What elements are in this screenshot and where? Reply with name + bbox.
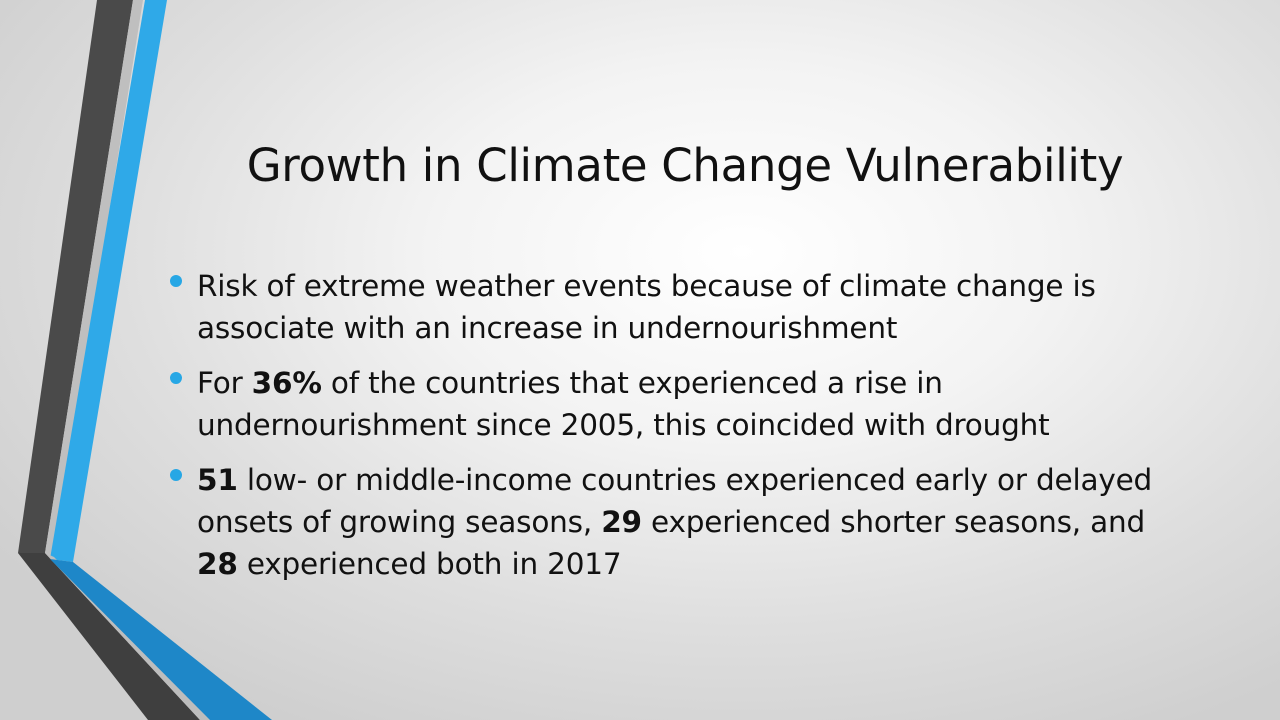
bullet-item: 51 low- or middle-income countries exper…	[170, 459, 1210, 585]
bullet-text-line: 51 low- or middle-income countries exper…	[197, 459, 1210, 501]
blue-stripe-lower	[50, 559, 272, 720]
bullet-text-line: Risk of extreme weather events because o…	[197, 269, 1096, 303]
bullet-text: onsets of growing seasons,	[197, 505, 602, 539]
bullet-text: of the countries that experienced a rise…	[321, 366, 943, 400]
dark-stripe-lower	[18, 553, 200, 720]
bullet-highlight-value: 28	[197, 547, 238, 581]
bullet-item: For 36% of the countries that experience…	[170, 362, 1210, 446]
bullet-text-line: undernourishment since 2005, this coinci…	[197, 408, 1050, 442]
bullet-highlight-value: 51	[197, 463, 238, 497]
bullet-text: low- or middle-income countries experien…	[237, 463, 1153, 497]
bullet-highlight-value: 36%	[251, 366, 322, 400]
bullet-highlight-value: 29	[601, 505, 642, 539]
bullet-text-line: associate with an increase in undernouri…	[197, 311, 898, 345]
bullet-text: experienced shorter seasons, and	[641, 505, 1146, 539]
bullet-text-line: 28 experienced both in 2017	[197, 543, 1210, 585]
bullet-text: For	[197, 366, 252, 400]
bullet-text-line: For 36% of the countries that experience…	[197, 362, 1210, 404]
bullet-text: experienced both in 2017	[237, 547, 622, 581]
bullet-dot-icon	[170, 372, 182, 384]
bullet-item: Risk of extreme weather events because o…	[170, 265, 1210, 349]
blue-stripe-upper	[50, 0, 167, 562]
bullet-list: Risk of extreme weather events because o…	[170, 265, 1210, 598]
bullet-dot-icon	[170, 275, 182, 287]
slide-title: Growth in Climate Change Vulnerability	[246, 139, 1124, 192]
bullet-dot-icon	[170, 469, 182, 481]
light-stripe-upper	[45, 0, 143, 557]
bullet-text-line: onsets of growing seasons, 29 experience…	[197, 501, 1210, 543]
dark-stripe-upper	[18, 0, 133, 553]
